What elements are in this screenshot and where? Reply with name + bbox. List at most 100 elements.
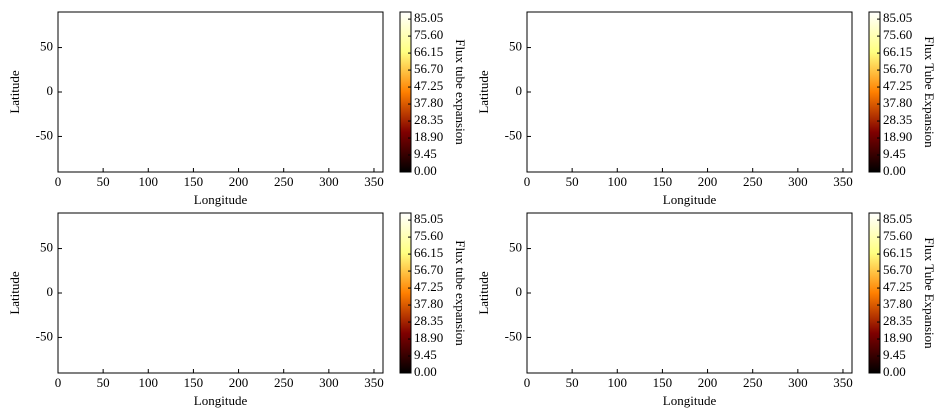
colorbar-tick-label: 18.90: [883, 129, 912, 144]
heatmap-background: [527, 213, 852, 373]
x-axis-label: Longitude: [663, 192, 717, 207]
heatmap-background: [58, 213, 383, 373]
x-tick-label: 150: [653, 375, 673, 390]
x-tick-label: 250: [743, 174, 763, 189]
x-tick-label: 50: [566, 375, 579, 390]
colorbar-tick-label: 37.80: [414, 95, 443, 110]
heatmap-region: [188, 20, 334, 63]
x-axis-label: Longitude: [663, 393, 717, 408]
colorbar-tick-label: 37.80: [883, 296, 912, 311]
y-tick-label: -50: [36, 127, 53, 142]
panel: 0 50 100 150 200 250 300 350 -50 0 50 Longitude Lati…: [7, 10, 468, 207]
y-tick-label: -50: [505, 328, 522, 343]
y-tick-label: -50: [505, 127, 522, 142]
heatmap-image: [527, 213, 852, 373]
heatmap-region: [764, 126, 852, 166]
x-tick-label: 0: [55, 174, 62, 189]
colorbar-tick-label: 85.05: [883, 211, 912, 226]
x-tick-label: 300: [788, 375, 808, 390]
heatmap-region: [74, 256, 367, 340]
x-tick-label: 150: [653, 174, 673, 189]
colorbar: [399, 11, 412, 173]
colorbar-tick-label: 18.90: [883, 330, 912, 345]
heatmap-region: [130, 58, 189, 117]
colorbar-tick-label: 66.15: [883, 245, 912, 260]
colorbar-tick-label: 47.25: [883, 279, 912, 294]
x-tick-label: 300: [319, 375, 339, 390]
plot-frame: [526, 212, 853, 374]
x-tick-label: 0: [524, 174, 531, 189]
colorbar-tick-label: 85.05: [414, 10, 443, 25]
plot-frame: [57, 212, 384, 374]
colorbar-tick-label: 0.00: [883, 364, 906, 379]
colorbar-tick-label: 9.45: [883, 347, 906, 362]
colorbar-tick-label: 75.60: [414, 27, 443, 42]
x-tick-label: 250: [274, 375, 294, 390]
colorbar-tick-label: 56.70: [883, 262, 912, 277]
heatmap-region: [722, 254, 846, 322]
colorbar-tick-label: 28.35: [414, 313, 443, 328]
colorbar-tick-label: 47.25: [883, 78, 912, 93]
colorbar-tick-label: 56.70: [414, 262, 443, 277]
colorbar-label: Flux Tube Expansion: [922, 36, 934, 148]
heatmap-background: [58, 12, 383, 172]
heatmap-region: [781, 22, 853, 124]
x-tick-label: 350: [833, 375, 853, 390]
colorbar-tick-label: 28.35: [883, 112, 912, 127]
heatmap-region: [534, 28, 599, 132]
colorbar-tick-label: 37.80: [883, 95, 912, 110]
colorbar-tick-label: 0.00: [414, 163, 437, 178]
panel: 0 50 100 150 200 250 300 350 -50 0 50 Longitude Lati…: [476, 10, 934, 207]
x-tick-label: 350: [364, 174, 384, 189]
colorbar-tick-label: 85.05: [414, 211, 443, 226]
colorbar-tick-label: 28.35: [883, 313, 912, 328]
x-tick-label: 300: [319, 174, 339, 189]
x-tick-label: 50: [97, 174, 110, 189]
colorbar-tick-label: 66.15: [414, 245, 443, 260]
colorbar-tick-label: 0.00: [883, 163, 906, 178]
panel: 0 50 100 150 200 250 300 350 -50 0 50 Longitude Lati…: [476, 211, 934, 408]
heatmap-region: [74, 41, 155, 124]
heatmap-image: [527, 12, 852, 172]
colorbar-tick-label: 37.80: [414, 296, 443, 311]
colorbar-tick-label: 18.90: [414, 330, 443, 345]
heatmap-region: [605, 74, 638, 112]
y-tick-label: -50: [36, 328, 53, 343]
x-tick-label: 100: [139, 375, 159, 390]
colorbar-label: Flux tube expansion: [453, 240, 468, 346]
colorbar-tick-label: 18.90: [414, 129, 443, 144]
colorbar-tick-label: 75.60: [883, 228, 912, 243]
heatmap-region: [527, 12, 852, 131]
x-tick-label: 100: [608, 375, 628, 390]
y-axis-label: Latitude: [7, 70, 22, 114]
x-axis-label: Longitude: [194, 192, 248, 207]
heatmap-region: [253, 269, 287, 305]
y-tick-label: 50: [509, 39, 522, 54]
colorbar: [868, 212, 881, 374]
y-tick-label: 50: [509, 240, 522, 255]
y-tick-label: 0: [516, 83, 523, 98]
x-tick-label: 100: [608, 174, 628, 189]
x-tick-label: 100: [139, 174, 159, 189]
x-tick-label: 0: [55, 375, 62, 390]
colorbar-tick-label: 66.15: [414, 44, 443, 59]
plot-frame: [526, 11, 853, 173]
colorbar-tick-label: 28.35: [414, 112, 443, 127]
y-tick-label: 0: [47, 83, 54, 98]
colorbar-tick-label: 9.45: [414, 347, 437, 362]
plot-frame: [57, 11, 384, 173]
x-tick-label: 50: [566, 174, 579, 189]
y-tick-label: 0: [47, 284, 54, 299]
colorbar-tick-label: 9.45: [883, 146, 906, 161]
y-axis-label: Latitude: [476, 271, 491, 315]
colorbar-tick-label: 0.00: [414, 364, 437, 379]
colorbar: [868, 11, 881, 173]
x-tick-label: 200: [698, 174, 718, 189]
panel: 0 50 100 150 200 250 300 350 -50 0 50 Longitude Lati…: [7, 211, 468, 408]
x-tick-label: 150: [184, 375, 204, 390]
heatmap-region: [722, 298, 781, 325]
heatmap-region: [204, 59, 376, 112]
y-tick-label: 50: [40, 240, 53, 255]
y-tick-label: 50: [40, 39, 53, 54]
